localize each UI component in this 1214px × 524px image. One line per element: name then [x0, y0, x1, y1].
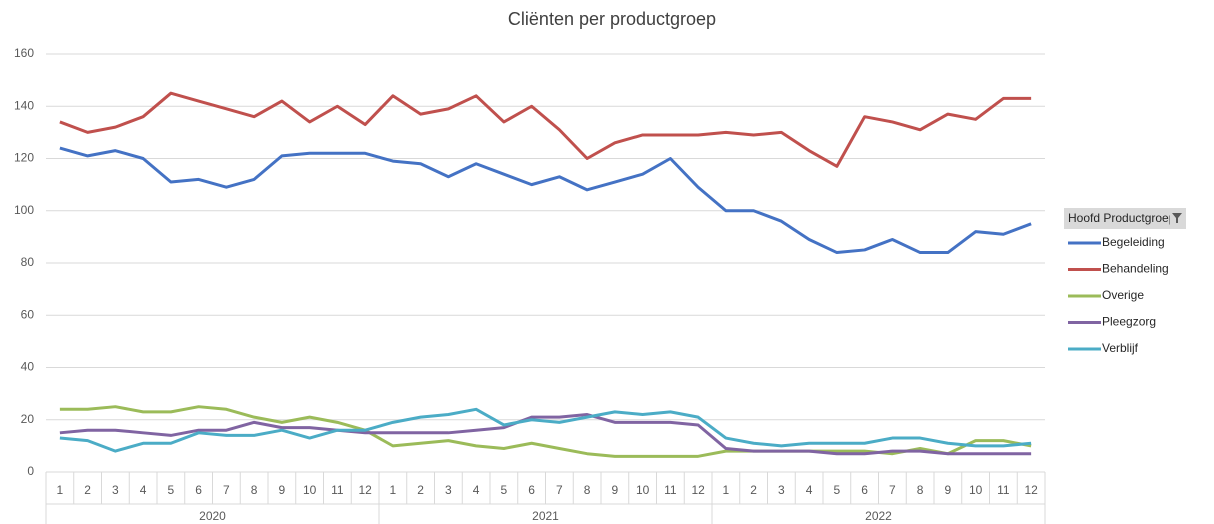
series-line: [59, 413, 1032, 456]
x-tick-label: 8: [251, 483, 258, 497]
x-tick-label: 9: [945, 483, 952, 497]
x-tick-label: 3: [112, 483, 119, 497]
series-line: [59, 146, 1032, 255]
x-tick-label: 5: [834, 483, 841, 497]
x-tick-label: 6: [861, 483, 868, 497]
legend-title: Hoofd Productgroep: [1068, 211, 1176, 225]
y-tick-label: 0: [27, 464, 34, 478]
x-tick-label: 11: [331, 483, 344, 497]
x-tick-label: 8: [584, 483, 591, 497]
year-label: 2020: [199, 509, 226, 523]
x-tick-label: 2: [417, 483, 424, 497]
x-tick-label: 2: [750, 483, 757, 497]
x-tick-label: 11: [997, 483, 1010, 497]
x-tick-label: 6: [195, 483, 202, 497]
x-tick-label: 10: [303, 483, 317, 497]
y-tick-label: 60: [21, 307, 35, 321]
x-tick-label: 2: [84, 483, 91, 497]
x-tick-label: 3: [445, 483, 452, 497]
x-tick-label: 12: [1024, 483, 1038, 497]
x-tick-label: 3: [778, 483, 785, 497]
x-tick-label: 7: [889, 483, 896, 497]
y-tick-label: 140: [14, 98, 34, 112]
x-tick-label: 5: [501, 483, 508, 497]
x-tick-label: 10: [969, 483, 983, 497]
x-tick-label: 9: [612, 483, 619, 497]
y-tick-label: 120: [14, 151, 34, 165]
x-tick-label: 9: [279, 483, 286, 497]
filter-icon[interactable]: [1172, 213, 1182, 223]
legend-header: [1064, 208, 1186, 229]
series-line: [59, 405, 1032, 458]
legend-label: Begeleiding: [1102, 235, 1165, 249]
legend-label: Pleegzorg: [1102, 315, 1156, 329]
x-tick-label: 1: [390, 483, 397, 497]
x-tick-label: 11: [664, 483, 677, 497]
y-tick-label: 20: [21, 412, 35, 426]
filter-button[interactable]: [1170, 208, 1186, 228]
year-label: 2022: [865, 509, 892, 523]
x-tick-label: 12: [691, 483, 705, 497]
x-tick-label: 1: [57, 483, 64, 497]
x-tick-label: 5: [168, 483, 175, 497]
x-tick-label: 10: [636, 483, 650, 497]
legend-label: Verblijf: [1102, 341, 1139, 355]
x-tick-label: 4: [140, 483, 147, 497]
y-tick-label: 80: [21, 255, 35, 269]
x-tick-label: 4: [806, 483, 813, 497]
legend-label: Overige: [1102, 288, 1144, 302]
x-tick-label: 7: [223, 483, 230, 497]
series-line: [59, 91, 1032, 168]
x-tick-label: 6: [528, 483, 535, 497]
y-tick-label: 40: [21, 360, 35, 374]
x-tick-label: 4: [473, 483, 480, 497]
year-label: 2021: [532, 509, 559, 523]
y-tick-label: 100: [14, 203, 34, 217]
x-tick-label: 8: [917, 483, 924, 497]
series-line: [59, 407, 1032, 453]
legend-label: Behandeling: [1102, 262, 1169, 276]
chart-title: Cliënten per productgroep: [508, 9, 716, 29]
x-tick-label: 12: [358, 483, 372, 497]
y-tick-label: 160: [14, 46, 34, 60]
x-tick-label: 7: [556, 483, 563, 497]
x-tick-label: 1: [723, 483, 730, 497]
